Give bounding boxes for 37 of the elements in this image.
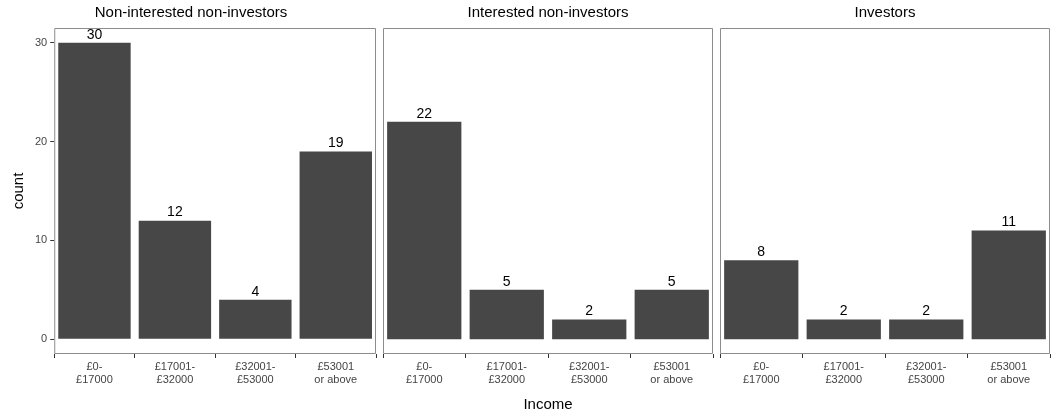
x-tick-label: £53001 or above xyxy=(987,359,1031,385)
chart-title: Non-interested non-investors xyxy=(94,3,288,21)
x-tick-label: £0- £17000 xyxy=(405,359,443,385)
x-tick-label: £17001- £32000 xyxy=(823,359,865,385)
chart-title: Interested non-investors xyxy=(467,3,629,21)
data-label: 5 xyxy=(502,272,511,289)
x-tick-label: £0- £17000 xyxy=(76,359,113,385)
data-label: 22 xyxy=(416,104,433,121)
x-axis-title: Income xyxy=(523,395,573,413)
y-tick-label: 30 xyxy=(34,35,48,48)
x-tick-label: £32001- £53000 xyxy=(569,359,610,385)
data-label: 5 xyxy=(667,272,676,289)
chart-title: Investors xyxy=(854,3,916,21)
data-label: 2 xyxy=(922,302,931,319)
x-tick-label: £0- £17000 xyxy=(742,359,780,385)
bar xyxy=(138,220,212,339)
x-tick-label: £32001- £53000 xyxy=(235,359,276,385)
x-tick-label: £53001 or above xyxy=(650,359,694,385)
data-label: 11 xyxy=(1001,213,1017,230)
bar xyxy=(299,151,372,339)
bar xyxy=(219,299,292,339)
x-tick-label: £32001- £53000 xyxy=(906,359,947,385)
y-tick-label: 0 xyxy=(41,332,48,345)
data-label: 2 xyxy=(585,302,594,319)
x-tick-label: £53001 or above xyxy=(314,359,358,385)
data-label: 30 xyxy=(86,25,103,42)
bar xyxy=(58,42,131,339)
y-axis-title: count xyxy=(9,171,27,210)
data-label: 12 xyxy=(167,203,183,220)
y-tick-label: 20 xyxy=(34,134,48,147)
data-label: 19 xyxy=(327,134,344,151)
data-label: 8 xyxy=(757,243,766,260)
x-tick-label: £17001- £32000 xyxy=(154,359,196,385)
x-tick-label: £17001- £32000 xyxy=(486,359,528,385)
data-label: 2 xyxy=(839,302,848,319)
data-label: 4 xyxy=(251,282,260,299)
y-tick-label: 10 xyxy=(34,233,48,246)
